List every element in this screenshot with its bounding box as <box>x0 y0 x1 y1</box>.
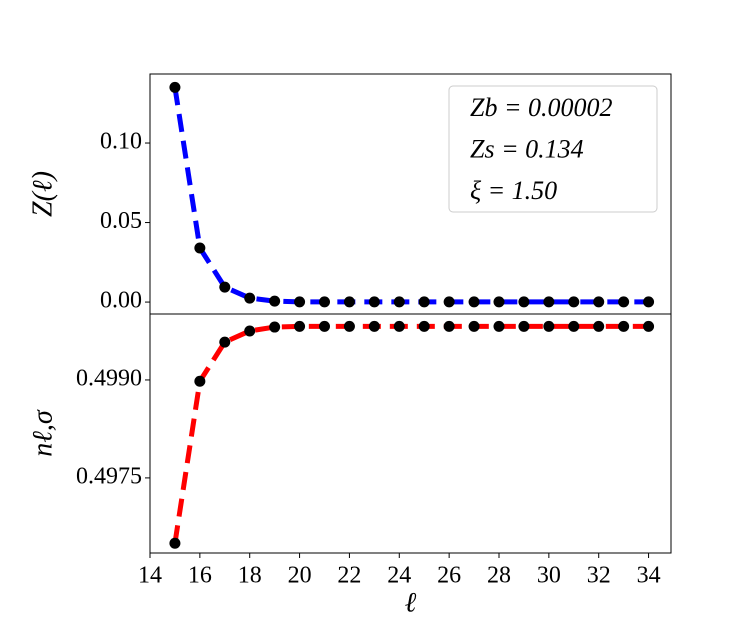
data-point <box>244 292 256 304</box>
data-point <box>418 320 430 332</box>
y-tick-label: 0.00 <box>100 288 142 314</box>
x-tick-label: 18 <box>238 563 262 589</box>
data-point <box>219 336 231 348</box>
legend-text: ξ = 1.50 <box>470 176 557 205</box>
data-point <box>643 320 655 332</box>
data-point <box>269 295 281 307</box>
x-tick-label: 24 <box>387 563 411 589</box>
data-point <box>318 296 330 308</box>
x-tick-label: 16 <box>188 563 212 589</box>
data-point <box>593 320 605 332</box>
data-point <box>343 320 355 332</box>
data-point <box>368 296 380 308</box>
data-point <box>543 320 555 332</box>
data-point <box>219 281 231 293</box>
data-point <box>643 296 655 308</box>
data-point <box>194 375 206 387</box>
legend-box <box>448 85 658 213</box>
data-point <box>518 296 530 308</box>
x-axis-label: ℓ <box>405 587 417 618</box>
x-tick-label: 26 <box>437 563 461 589</box>
x-tick-label: 34 <box>637 563 661 589</box>
y-tick-label: 0.10 <box>100 129 142 155</box>
data-point <box>169 81 181 93</box>
x-tick-label: 32 <box>587 563 611 589</box>
data-point <box>443 320 455 332</box>
x-tick-label: 14 <box>138 563 162 589</box>
y-tick-label: 0.4990 <box>76 365 142 391</box>
data-point <box>269 321 281 333</box>
y-axis-label: Z(ℓ) <box>27 171 58 217</box>
x-tick-label: 30 <box>537 563 561 589</box>
data-point <box>294 296 306 308</box>
data-point <box>368 320 380 332</box>
data-point <box>618 296 630 308</box>
data-point <box>393 296 405 308</box>
data-point <box>518 320 530 332</box>
data-point <box>493 296 505 308</box>
legend-text: Zs = 0.134 <box>470 134 584 163</box>
x-tick-label: 28 <box>487 563 511 589</box>
data-point <box>294 320 306 332</box>
data-point <box>194 242 206 254</box>
data-point <box>343 296 355 308</box>
data-point <box>568 296 580 308</box>
data-point <box>568 320 580 332</box>
data-point <box>618 320 630 332</box>
data-point <box>468 320 480 332</box>
data-point <box>443 296 455 308</box>
x-tick-label: 20 <box>288 563 312 589</box>
data-point <box>393 320 405 332</box>
y-axis-label: nℓ,σ <box>27 409 58 457</box>
data-point <box>244 325 256 337</box>
plot-frame <box>149 313 672 554</box>
data-point <box>169 537 181 549</box>
data-point <box>468 296 480 308</box>
y-tick-label: 0.05 <box>100 208 142 234</box>
data-point <box>543 296 555 308</box>
data-point <box>493 320 505 332</box>
data-point <box>593 296 605 308</box>
x-tick-label: 22 <box>337 563 361 589</box>
data-point <box>418 296 430 308</box>
legend-text: Zb = 0.00002 <box>470 93 613 122</box>
y-tick-label: 0.4975 <box>76 463 142 489</box>
data-point <box>318 320 330 332</box>
